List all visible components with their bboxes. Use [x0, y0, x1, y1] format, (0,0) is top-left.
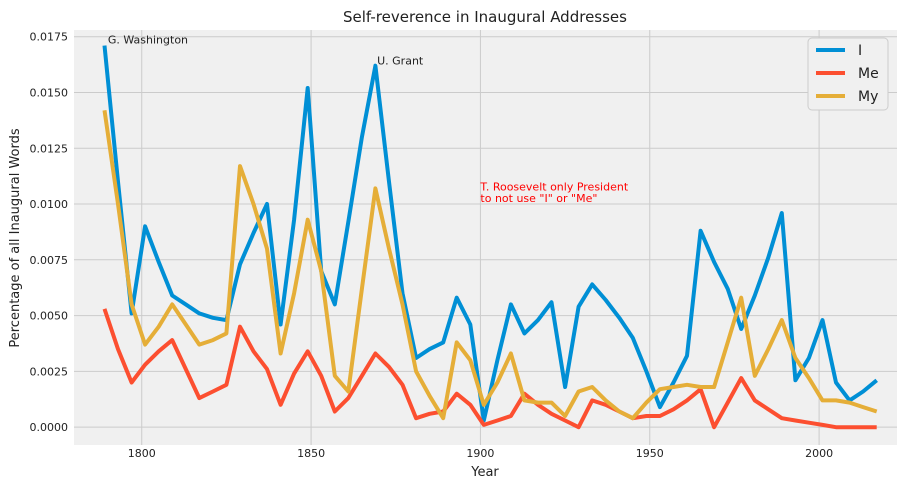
x-tick-label: 2000	[805, 447, 833, 460]
annotation-text: T. Roosevelt only President	[479, 181, 628, 194]
y-tick-label: 0.0125	[30, 142, 69, 155]
series-lines	[102, 45, 878, 430]
series-line-me	[102, 308, 877, 430]
legend: I Me My	[807, 37, 889, 111]
y-tick-label: 0.0050	[30, 310, 69, 323]
legend-label: My	[858, 89, 878, 105]
plot-area	[74, 30, 897, 445]
x-tick-label: 1850	[297, 447, 325, 460]
x-tick-label: 1800	[128, 447, 156, 460]
x-axis-label: Year	[470, 465, 499, 480]
x-tick-label: 1950	[636, 447, 664, 460]
tick-labels: 1800 1850 1900 1950 2000 0.0000 0.0025 0.0050 0.…	[30, 31, 834, 460]
annotations: G. Washington U. Grant T. Roosevelt only P…	[108, 33, 629, 204]
y-tick-label: 0.0025	[30, 365, 69, 378]
chart-title: Self-reverence in Inaugural Addresses	[343, 8, 627, 26]
annotation-text: U. Grant	[377, 55, 424, 68]
y-tick-label: 0.0075	[30, 254, 69, 267]
legend-label: I	[858, 43, 862, 59]
y-tick-label: 0.0100	[30, 198, 69, 211]
legend-box	[807, 37, 889, 111]
y-tick-label: 0.0150	[30, 86, 69, 99]
y-tick-label: 0.0175	[30, 31, 69, 44]
annotation-text: to not use "I" or "Me"	[480, 192, 597, 205]
annotation-text: G. Washington	[108, 33, 188, 46]
series-line-my	[102, 110, 878, 421]
y-tick-label: 0.0000	[30, 421, 69, 434]
y-axis-label: Percentage of all Inaugural Words	[8, 128, 23, 347]
legend-label: Me	[858, 66, 879, 82]
x-tick-label: 1900	[466, 447, 494, 460]
